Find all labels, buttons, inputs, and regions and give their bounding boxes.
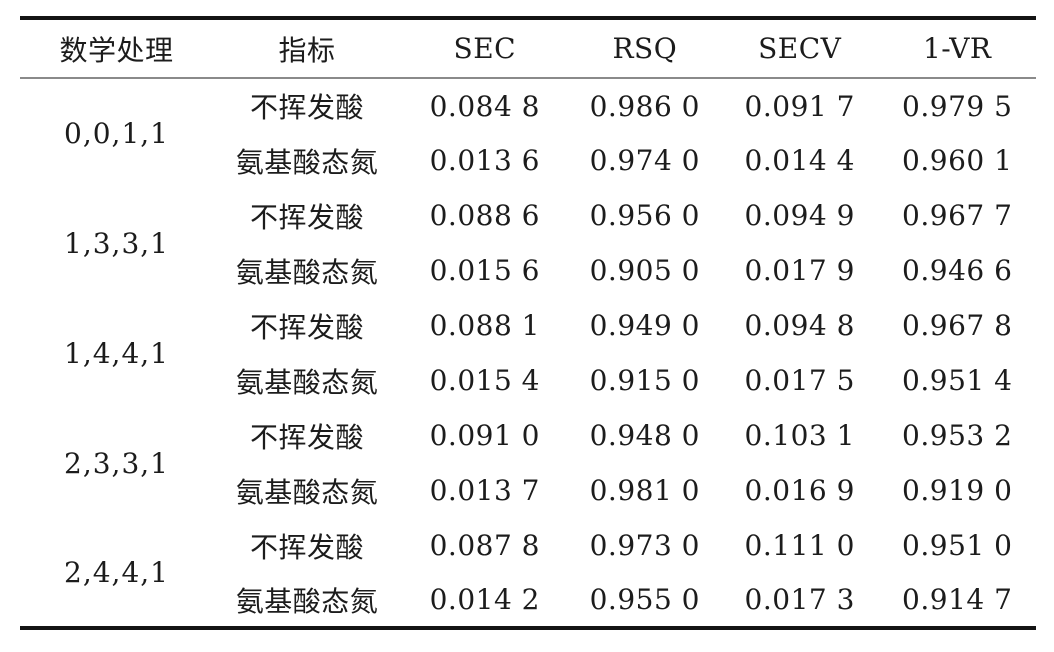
table-row: 氨基酸态氮 0.015 4 0.915 0 0.017 5 0.951 4 xyxy=(20,353,1036,408)
indicator-cell: 氨基酸态氮 xyxy=(235,365,379,399)
secv-cell: 0.014 4 xyxy=(744,144,855,177)
secv-cell: 0.017 9 xyxy=(744,254,855,287)
secv-cell: 0.094 8 xyxy=(744,309,855,342)
header-row: 数学处理 指标 SEC RSQ SECV 1-VR xyxy=(20,18,1036,78)
secv-cell: 0.017 3 xyxy=(744,583,855,616)
table-header: 数学处理 指标 SEC RSQ SECV 1-VR xyxy=(20,18,1036,78)
1vr-cell: 0.919 0 xyxy=(902,474,1013,507)
treatment-cell: 2,4,4,1 xyxy=(64,555,169,589)
sec-cell: 0.015 4 xyxy=(429,364,540,397)
col-header-treatment: 数学处理 xyxy=(59,33,174,67)
table-row: 氨基酸态氮 0.013 6 0.974 0 0.014 4 0.960 1 xyxy=(20,133,1036,188)
table-row: 1,3,3,1 不挥发酸 0.088 6 0.956 0 0.094 9 0.9… xyxy=(20,188,1036,260)
table-row: 0,0,1,1 不挥发酸 0.084 8 0.986 0 0.091 7 0.9… xyxy=(20,78,1036,151)
sec-cell: 0.014 2 xyxy=(429,583,540,616)
rsq-cell: 0.905 0 xyxy=(589,254,700,287)
rsq-cell: 0.949 0 xyxy=(589,309,700,342)
sec-cell: 0.084 8 xyxy=(429,89,540,123)
sec-cell: 0.088 1 xyxy=(429,309,540,342)
indicator-cell: 氨基酸态氮 xyxy=(235,255,379,289)
sec-cell: 0.087 8 xyxy=(429,529,540,562)
secv-cell: 0.111 0 xyxy=(744,529,855,562)
1vr-cell: 0.979 5 xyxy=(902,89,1013,123)
table-row: 2,4,4,1 不挥发酸 0.087 8 0.973 0 0.111 0 0.9… xyxy=(20,518,1036,589)
1vr-cell: 0.946 6 xyxy=(902,254,1013,287)
sec-cell: 0.091 0 xyxy=(429,419,540,452)
1vr-cell: 0.960 1 xyxy=(902,144,1013,177)
col-header-indicator: 指标 xyxy=(278,33,336,67)
secv-cell: 0.094 9 xyxy=(744,199,855,232)
sec-cell: 0.088 6 xyxy=(429,199,540,232)
1vr-cell: 0.953 2 xyxy=(902,419,1013,452)
rsq-cell: 0.955 0 xyxy=(589,583,700,616)
col-header-secv: SECV xyxy=(758,32,842,65)
sec-cell: 0.015 6 xyxy=(429,254,540,287)
secv-cell: 0.016 9 xyxy=(744,474,855,507)
1vr-cell: 0.914 7 xyxy=(902,583,1013,616)
rsq-cell: 0.981 0 xyxy=(589,474,700,507)
rsq-cell: 0.974 0 xyxy=(589,144,700,177)
secv-cell: 0.103 1 xyxy=(744,419,855,452)
rsq-cell: 0.973 0 xyxy=(589,529,700,562)
table-row: 氨基酸态氮 0.014 2 0.955 0 0.017 3 0.914 7 xyxy=(20,573,1036,628)
indicator-cell: 不挥发酸 xyxy=(250,530,365,564)
rsq-cell: 0.986 0 xyxy=(589,89,700,123)
table-row: 氨基酸态氮 0.013 7 0.981 0 0.016 9 0.919 0 xyxy=(20,463,1036,518)
1vr-cell: 0.967 7 xyxy=(902,199,1013,232)
1vr-cell: 0.951 4 xyxy=(902,364,1013,397)
treatment-cell: 1,4,4,1 xyxy=(64,336,169,370)
rsq-cell: 0.915 0 xyxy=(589,364,700,397)
rsq-cell: 0.956 0 xyxy=(589,199,700,232)
col-header-rsq: RSQ xyxy=(612,32,678,65)
col-header-sec: SEC xyxy=(453,32,517,65)
1vr-cell: 0.967 8 xyxy=(902,309,1013,342)
rsq-cell: 0.948 0 xyxy=(589,419,700,452)
secv-cell: 0.091 7 xyxy=(744,89,855,123)
sec-cell: 0.013 6 xyxy=(429,144,540,177)
col-header-1vr: 1-VR xyxy=(922,32,992,65)
indicator-cell: 不挥发酸 xyxy=(250,91,365,124)
indicator-cell: 氨基酸态氮 xyxy=(235,145,379,179)
1vr-cell: 0.951 0 xyxy=(902,529,1013,562)
table-row: 1,4,4,1 不挥发酸 0.088 1 0.949 0 0.094 8 0.9… xyxy=(20,298,1036,370)
indicator-cell: 氨基酸态氮 xyxy=(235,475,379,509)
treatment-cell: 0,0,1,1 xyxy=(64,117,169,150)
table-body: 0,0,1,1 不挥发酸 0.084 8 0.986 0 0.091 7 0.9… xyxy=(20,78,1036,628)
metrics-table-container: 数学处理 指标 SEC RSQ SECV 1-VR 0,0,1,1 不挥发酸 0… xyxy=(20,16,1036,630)
sec-cell: 0.013 7 xyxy=(429,474,540,507)
indicator-cell: 氨基酸态氮 xyxy=(235,584,379,618)
secv-cell: 0.017 5 xyxy=(744,364,855,397)
treatment-cell: 1,3,3,1 xyxy=(64,226,169,260)
indicator-cell: 不挥发酸 xyxy=(250,310,365,344)
treatment-cell: 2,3,3,1 xyxy=(64,446,169,480)
table-row: 氨基酸态氮 0.015 6 0.905 0 0.017 9 0.946 6 xyxy=(20,243,1036,298)
indicator-cell: 不挥发酸 xyxy=(250,420,365,454)
table-row: 2,3,3,1 不挥发酸 0.091 0 0.948 0 0.103 1 0.9… xyxy=(20,408,1036,480)
metrics-table: 数学处理 指标 SEC RSQ SECV 1-VR 0,0,1,1 不挥发酸 0… xyxy=(20,16,1036,630)
indicator-cell: 不挥发酸 xyxy=(250,200,365,234)
